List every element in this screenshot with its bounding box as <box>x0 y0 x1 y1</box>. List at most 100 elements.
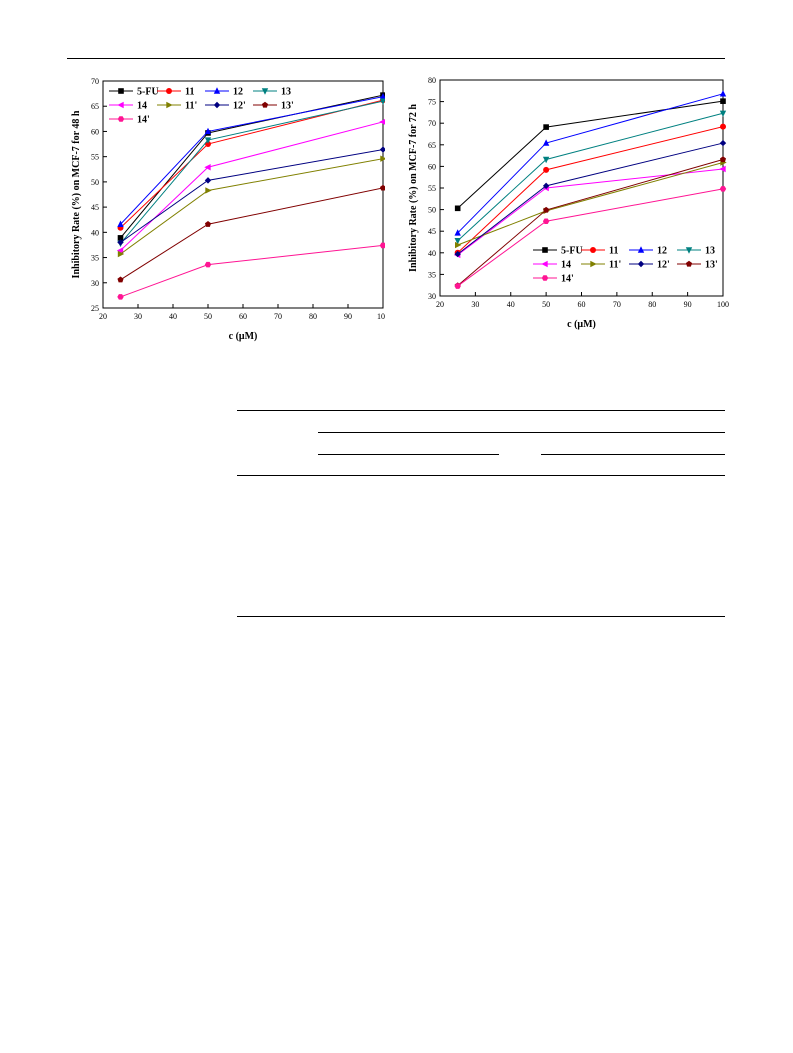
chart-72h-series-12-point-50 <box>542 139 550 146</box>
chart-48h-series-5-fu-point-25 <box>117 235 124 241</box>
chart-72h-legend-entry-14: 14 <box>533 260 571 271</box>
chart-72h-series-13-point-100 <box>719 110 727 117</box>
chart-72h-ytick-label-55: 55 <box>428 184 436 193</box>
chart-48h-y-axis-title: Inhibitory Rate (%) on MCF-7 for 48 h <box>71 110 82 278</box>
chart-48h-series-5-fu-line <box>120 94 384 239</box>
chart-48h-legend-entry-13: 13 <box>253 87 291 98</box>
chart-72h-ytick-label-75: 75 <box>428 98 436 107</box>
chart-48h-series-14 <box>116 119 385 254</box>
chart-72h-y-axis-title: Inhibitory Rate (%) on MCF-7 for 72 h <box>408 104 419 272</box>
chart-48h-xtick-label-90: 90 <box>344 312 352 321</box>
chart-72h-legend-entry-14p-marker <box>541 275 549 281</box>
chart-48h-series-14p <box>117 242 385 300</box>
table-subgroup-rule-left <box>318 454 499 455</box>
chart-72h-xtick-label-20: 20 <box>436 300 444 309</box>
chart-48h-legend-entry-11-marker <box>166 88 172 94</box>
chart-72h-series-13-point-25 <box>454 238 461 245</box>
chart-72h-series-12p-point-100 <box>719 139 727 147</box>
chart-72h-legend-entry-5-fu: 5-FU <box>533 246 583 257</box>
chart-72h-series-13 <box>454 110 727 245</box>
chart-72h-legend-entry-11p-marker <box>590 260 597 268</box>
chart-72h-legend-entry-13p: 13' <box>677 260 718 271</box>
chart-72h-legend-entry-11-label: 11 <box>609 246 618 257</box>
chart-48h-series-14-line <box>120 121 384 251</box>
chart-48h-legend-entry-11p-label: 11' <box>185 101 197 112</box>
chart-48h-legend-entry-14: 14 <box>109 101 147 112</box>
chart-48h-legend-entry-5-fu: 5-FU <box>109 87 159 98</box>
chart-48h-xtick-label-40: 40 <box>169 312 177 321</box>
chart-48h-xtick-label-60: 60 <box>239 312 247 321</box>
chart-72h-ytick-label-50: 50 <box>428 206 436 215</box>
chart-72h-series-11 <box>454 123 726 256</box>
chart-48h-ytick-label-55: 55 <box>91 153 99 162</box>
chart-48h-ytick-label-50: 50 <box>91 178 99 187</box>
table-subgroup-rule-right <box>541 454 725 455</box>
chart-72h-ytick-label-40: 40 <box>428 249 436 258</box>
chart-48h-series-14-point-50 <box>204 164 211 171</box>
chart-48h-series-13p-point-25 <box>117 276 124 283</box>
chart-48h-series-12-point-50 <box>204 127 212 135</box>
chart-48h-series-11p-point-100 <box>380 155 385 162</box>
chart-72h-xtick-label-90: 90 <box>684 300 692 309</box>
chart-48h-series-12p-point-100 <box>379 146 385 153</box>
chart-72h-legend-entry-11-marker <box>590 247 596 253</box>
chart-72h-series-12-point-100 <box>719 90 727 97</box>
chart-72h-legend-entry-5-fu-marker <box>542 247 548 253</box>
chart-72h-series-12-line <box>457 93 724 234</box>
chart-72h-ytick-label-60: 60 <box>428 162 436 171</box>
chart-48h-legend-entry-13-marker <box>261 88 269 95</box>
chart-48h-series-14p-line <box>120 244 384 298</box>
chart-48h-legend-entry-11p: 11' <box>157 101 197 112</box>
chart-72h-series-11-line <box>457 126 724 254</box>
chart-72h-series-14p <box>454 186 727 289</box>
chart-72h-ytick-label-45: 45 <box>428 227 436 236</box>
chart-48h-series-13p-point-50 <box>204 221 212 227</box>
chart-72h-series-14p-point-100 <box>719 186 727 192</box>
chart-72h-legend-entry-14-marker <box>541 260 548 268</box>
chart-72h-series-13-line <box>457 112 724 242</box>
chart-48h-xtick-label-50: 50 <box>204 312 212 321</box>
page-header-rule <box>67 58 725 59</box>
chart-72h-legend-entry-13p-label: 13' <box>705 260 718 271</box>
chart-48h-series-11 <box>117 97 385 231</box>
chart-48h-series-14-point-100 <box>379 119 385 125</box>
chart-48h-series-13p-line <box>120 187 384 281</box>
chart-48h-xtick-label-70: 70 <box>274 312 282 321</box>
chart-48h-legend-entry-5-fu-label: 5-FU <box>137 87 159 98</box>
chart-72h-series-14-line <box>457 168 724 256</box>
chart-72h-ytick-label-30: 30 <box>428 292 436 301</box>
table-group-rule <box>318 432 725 433</box>
chart-48h-ytick-label-45: 45 <box>91 203 99 212</box>
chart-72h-xtick-label-50: 50 <box>542 300 550 309</box>
chart-48h-ytick-label-30: 30 <box>91 279 99 288</box>
chart-72h-series-5-fu-point-50 <box>543 124 549 130</box>
chart-72h-legend-entry-14-label: 14 <box>561 260 571 271</box>
chart-48h-series-14p-point-100 <box>379 242 385 249</box>
chart-48h-legend-entry-11p-marker <box>166 101 173 109</box>
chart-48h-legend-entry-13p-label: 13' <box>281 101 294 112</box>
chart-48h-xtick-label-100: 100 <box>377 312 385 321</box>
chart-72h-legend-entry-11: 11 <box>581 246 618 257</box>
chart-72h-series-13p <box>454 156 727 289</box>
chart-72h-series-14-point-100 <box>719 165 726 173</box>
chart-48h-ytick-label-60: 60 <box>91 127 99 136</box>
chart-48h-xtick-label-30: 30 <box>134 312 142 321</box>
chart-48h-series-5-fu <box>117 92 385 241</box>
chart-72h-series-12 <box>454 90 727 236</box>
chart-72h-ytick-label-35: 35 <box>428 270 436 279</box>
chart-72h-legend-entry-13p-marker <box>685 260 693 267</box>
chart-72h-legend-entry-11p-label: 11' <box>609 260 621 271</box>
chart-72h-ytick-label-70: 70 <box>428 119 436 128</box>
chart-48h-series-12 <box>117 92 385 227</box>
chart-48h-legend-entry-12: 12 <box>205 87 243 98</box>
chart-72h-xtick-label-80: 80 <box>648 300 656 309</box>
chart-48h-series-14p-point-50 <box>204 261 212 268</box>
chart-48h-legend-entry-5-fu-marker <box>118 88 124 94</box>
chart-48h-ytick-label-40: 40 <box>91 228 99 237</box>
chart-72h-series-13p-point-100 <box>719 156 727 163</box>
chart-48h-series-12-point-100 <box>379 92 385 100</box>
chart-72h-series-12p-point-25 <box>454 250 461 258</box>
chart-48h-legend-entry-14p-marker <box>117 116 125 122</box>
chart-72h-series-11p-point-25 <box>454 241 462 249</box>
chart-72h-legend-entry-11p: 11' <box>581 260 621 271</box>
